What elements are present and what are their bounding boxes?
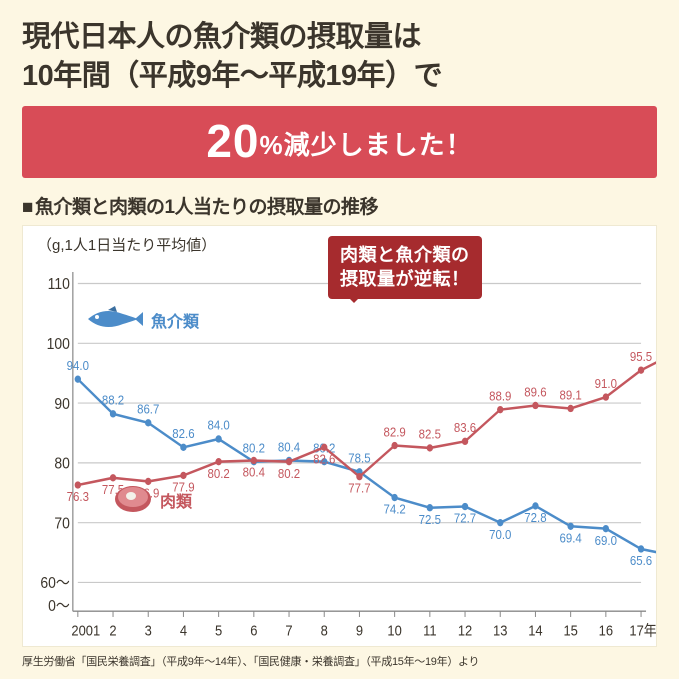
source-citation: 厚生労働省「国民栄養調査」（平成9年〜14年）、「国民健康・栄養調査」（平成15… <box>22 653 657 669</box>
banner-percent: 20 <box>206 115 259 167</box>
svg-text:82.6: 82.6 <box>313 452 335 467</box>
svg-text:74.2: 74.2 <box>383 502 405 517</box>
svg-text:6: 6 <box>250 622 257 639</box>
svg-text:0〜: 0〜 <box>48 598 70 616</box>
svg-text:10: 10 <box>387 622 402 639</box>
svg-text:80.4: 80.4 <box>278 440 300 455</box>
svg-text:11: 11 <box>423 622 437 639</box>
svg-text:60〜: 60〜 <box>40 575 69 593</box>
svg-text:82.9: 82.9 <box>383 425 405 440</box>
svg-text:91.0: 91.0 <box>595 376 617 391</box>
svg-text:5: 5 <box>215 622 222 639</box>
svg-text:72.5: 72.5 <box>419 512 441 527</box>
callout-bubble: 肉類と魚介類の 摂取量が逆転！ <box>328 236 482 299</box>
svg-text:80.2: 80.2 <box>278 466 300 481</box>
headline-line2: 10年間（平成9年〜平成19年）で <box>22 60 442 92</box>
svg-text:2: 2 <box>109 622 116 639</box>
fish-icon <box>83 304 143 339</box>
svg-text:8: 8 <box>321 622 328 639</box>
svg-text:12: 12 <box>458 622 473 639</box>
svg-text:2001: 2001 <box>71 622 100 639</box>
svg-text:80.4: 80.4 <box>243 465 265 480</box>
svg-text:89.1: 89.1 <box>559 388 581 403</box>
svg-text:69.4: 69.4 <box>559 531 581 546</box>
svg-text:15: 15 <box>563 622 578 639</box>
svg-text:78.5: 78.5 <box>348 451 370 466</box>
svg-text:80.2: 80.2 <box>207 466 229 481</box>
highlight-banner: 20%減少しました！ <box>22 106 657 178</box>
svg-text:84.0: 84.0 <box>207 418 229 433</box>
svg-text:14: 14 <box>528 622 543 639</box>
svg-text:88.9: 88.9 <box>489 389 511 404</box>
svg-text:3: 3 <box>145 622 152 639</box>
svg-text:9: 9 <box>356 622 363 639</box>
headline-line1: 現代日本人の魚介類の摂取量は <box>22 21 421 53</box>
svg-text:100: 100 <box>47 335 70 353</box>
svg-text:80: 80 <box>54 455 70 473</box>
svg-text:95.5: 95.5 <box>630 350 652 365</box>
svg-text:72.7: 72.7 <box>454 511 476 526</box>
svg-text:69.0: 69.0 <box>595 533 617 548</box>
svg-text:70.0: 70.0 <box>489 527 511 542</box>
svg-text:82.6: 82.6 <box>172 427 194 442</box>
banner-text: %減少しました！ <box>260 130 473 160</box>
chart-container: （g,1人1日当たり平均値） 60〜 70 80 90 100 110 0〜2001 2 3 4 5… <box>22 225 657 647</box>
legend-fish: 魚介類 <box>151 308 199 332</box>
svg-text:83.6: 83.6 <box>454 421 476 436</box>
svg-text:16: 16 <box>599 622 614 639</box>
svg-text:77.7: 77.7 <box>348 481 370 496</box>
svg-text:110: 110 <box>48 276 70 294</box>
svg-text:86.7: 86.7 <box>137 402 159 417</box>
meat-icon <box>111 481 155 520</box>
callout-line1: 肉類と魚介類の <box>340 245 470 265</box>
svg-text:7: 7 <box>285 622 292 639</box>
headline: 現代日本人の魚介類の摂取量は 10年間（平成9年〜平成19年）で <box>22 18 657 96</box>
chart-subheader: 魚介類と肉類の1人当たりの摂取量の推移 <box>22 192 657 219</box>
callout-line2: 摂取量が逆転！ <box>340 269 470 289</box>
legend-meat: 肉類 <box>160 488 192 512</box>
svg-text:88.2: 88.2 <box>102 393 124 408</box>
svg-text:94.0: 94.0 <box>67 358 89 373</box>
svg-text:80.2: 80.2 <box>243 441 265 456</box>
y-axis-caption: （g,1人1日当たり平均値） <box>37 234 216 255</box>
svg-text:13: 13 <box>493 622 508 639</box>
svg-text:76.3: 76.3 <box>67 490 89 505</box>
svg-text:89.6: 89.6 <box>524 385 546 400</box>
svg-text:82.5: 82.5 <box>419 427 441 442</box>
svg-text:90: 90 <box>54 395 70 413</box>
svg-text:72.8: 72.8 <box>524 511 546 526</box>
svg-text:4: 4 <box>180 622 187 639</box>
svg-text:65.6: 65.6 <box>630 554 652 569</box>
svg-text:70: 70 <box>54 515 70 533</box>
svg-text:17年: 17年 <box>629 622 656 639</box>
